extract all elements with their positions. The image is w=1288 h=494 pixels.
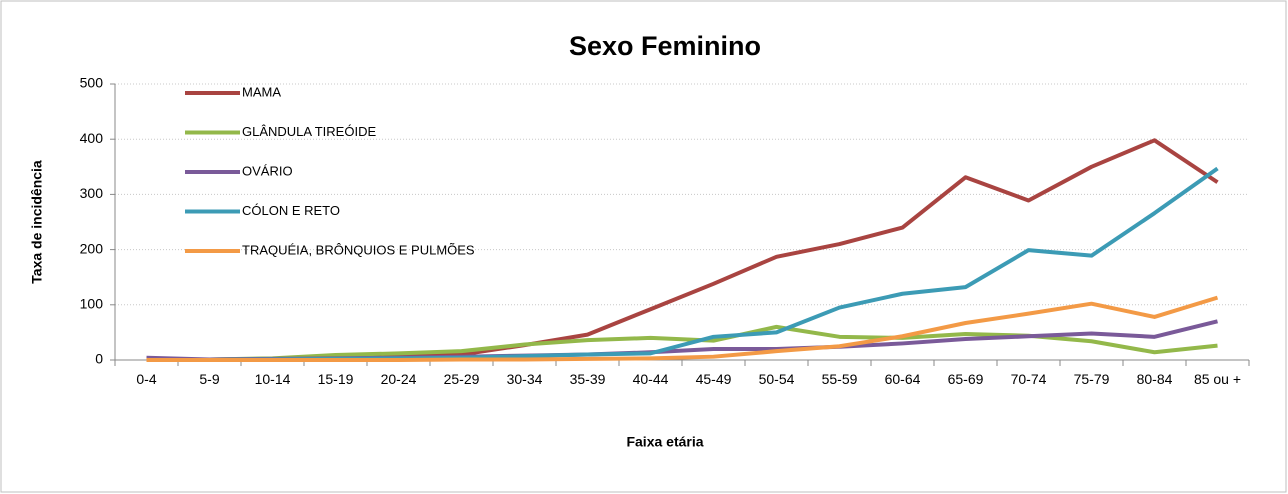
- x-tick-label: 65-69: [947, 371, 984, 387]
- legend-label: OVÁRIO: [242, 163, 293, 178]
- x-tick-label: 0-4: [136, 371, 157, 387]
- x-tick-label: 85 ou +: [1193, 371, 1242, 387]
- x-tick-label: 25-29: [443, 371, 480, 387]
- y-tick-label: 200: [80, 240, 104, 256]
- x-tick-label: 60-64: [884, 371, 921, 387]
- x-tick-label: 5-9: [199, 371, 220, 387]
- x-tick-label: 20-24: [380, 371, 417, 387]
- legend-label: MAMA: [242, 84, 281, 99]
- chart-title: Sexo Feminino: [569, 31, 761, 61]
- y-tick-label: 0: [95, 351, 103, 367]
- data-line: [146, 295, 1219, 362]
- y-tick-label: 100: [80, 296, 104, 312]
- x-tick-label: 50-54: [758, 371, 795, 387]
- x-tick-label: 75-79: [1073, 371, 1110, 387]
- x-tick-label: 55-59: [821, 371, 858, 387]
- x-axis-title: Faixa etária: [626, 434, 703, 450]
- x-tick-label: 30-34: [506, 371, 543, 387]
- x-tick-label: 40-44: [632, 371, 669, 387]
- legend-label: CÓLON E RETO: [242, 203, 340, 218]
- x-tick-label: 80-84: [1136, 371, 1173, 387]
- legend-label: GLÂNDULA TIREÓIDE: [242, 124, 376, 139]
- x-tick-label: 35-39: [569, 371, 606, 387]
- x-tick-label: 10-14: [254, 371, 291, 387]
- x-tick-label: 15-19: [317, 371, 354, 387]
- x-tick-label: 45-49: [695, 371, 732, 387]
- x-tick-label: 70-74: [1010, 371, 1047, 387]
- legend-label: TRAQUÉIA, BRÔNQUIOS E PULMÕES: [242, 242, 475, 257]
- y-tick-label: 400: [80, 130, 104, 146]
- y-axis-title: Taxa de incidência: [29, 160, 45, 284]
- y-tick-label: 500: [80, 75, 104, 91]
- y-tick-label: 300: [80, 185, 104, 201]
